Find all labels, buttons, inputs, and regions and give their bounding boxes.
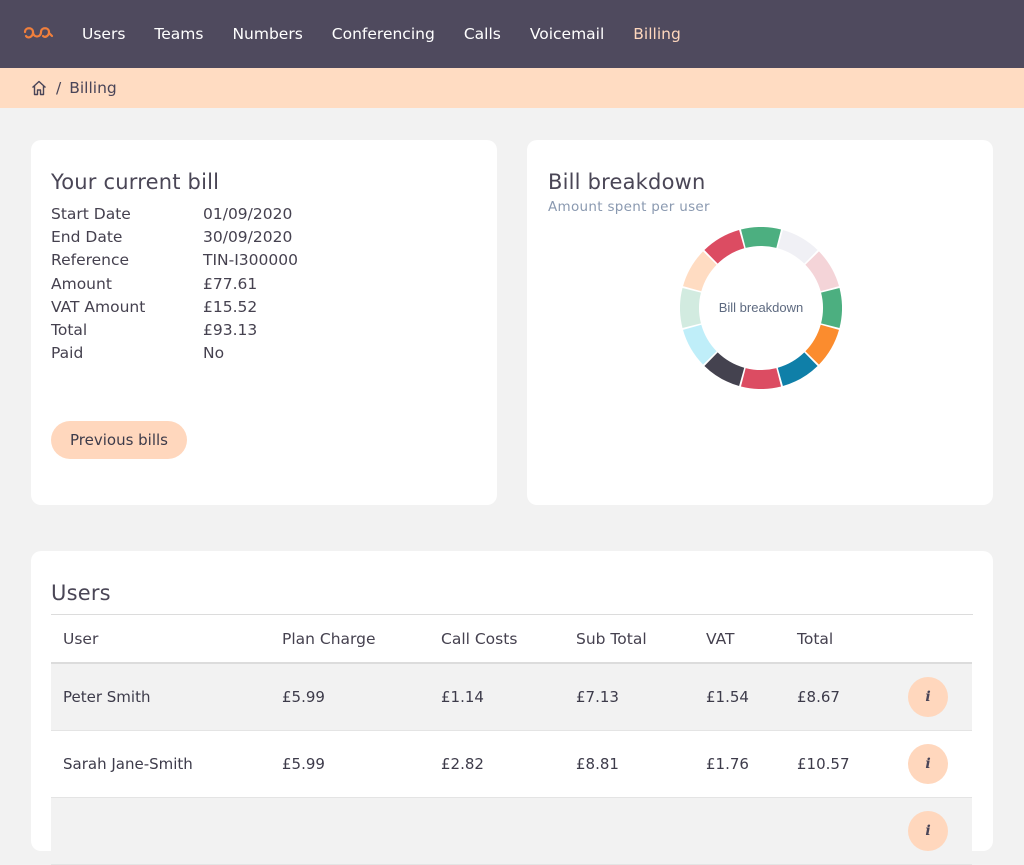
bill-label: Start Date xyxy=(51,205,131,223)
column-header-sub-total: Sub Total xyxy=(564,615,694,664)
cell-total: £10.57 xyxy=(785,730,885,798)
cell-user xyxy=(51,797,270,865)
current-bill-title: Your current bill xyxy=(51,170,220,194)
donut-slice-5[interactable] xyxy=(805,324,839,365)
donut-slice-4[interactable] xyxy=(821,287,842,329)
users-card: Users User Plan Charge Call Costs Sub To… xyxy=(31,551,993,865)
bill-row-reference: Reference TIN-I300000 xyxy=(51,249,477,272)
bill-row-paid: Paid No xyxy=(51,342,477,365)
bill-label: Total xyxy=(51,320,88,339)
cell-actions: i xyxy=(885,663,972,731)
cell-vat xyxy=(694,797,785,865)
previous-bills-button[interactable]: Previous bills xyxy=(51,421,187,459)
bill-row-start-date: Start Date 01/09/2020 xyxy=(51,203,477,226)
info-icon[interactable]: i xyxy=(908,676,948,717)
nav-voicemail[interactable]: Voicemail xyxy=(529,25,605,43)
cell-plan-charge: £5.99 xyxy=(270,730,429,798)
nav-calls[interactable]: Calls xyxy=(463,25,501,43)
bill-value: £77.61 xyxy=(203,274,258,293)
top-navigation: Users Teams Numbers Conferencing Calls V… xyxy=(0,0,1024,68)
current-bill-card: Your current bill Start Date 01/09/2020 E… xyxy=(31,140,497,505)
cell-sub-total: £8.81 xyxy=(564,730,694,798)
bill-value: £93.13 xyxy=(203,320,258,339)
bill-row-end-date: End Date 30/09/2020 xyxy=(51,226,477,249)
donut-center-label: Bill breakdown xyxy=(719,300,804,315)
column-header-vat: VAT xyxy=(694,615,785,664)
cell-plan-charge xyxy=(270,797,429,865)
cell-sub-total xyxy=(564,797,694,865)
donut-slice-2[interactable] xyxy=(777,230,818,264)
users-table: User Plan Charge Call Costs Sub Total VA… xyxy=(51,615,972,865)
bill-breakdown-donut-chart[interactable]: Bill breakdown xyxy=(680,227,842,389)
info-icon[interactable]: i xyxy=(908,743,948,784)
logo-icon xyxy=(23,27,54,39)
cell-plan-charge: £5.99 xyxy=(270,663,429,731)
cell-call-costs xyxy=(429,797,564,865)
bill-label: Reference xyxy=(51,251,130,270)
table-row[interactable]: i xyxy=(51,797,972,865)
breadcrumb-current: Billing xyxy=(69,79,117,97)
bill-label: End Date xyxy=(51,228,123,247)
nav-conferencing[interactable]: Conferencing xyxy=(331,25,435,43)
bill-value: 01/09/2020 xyxy=(203,205,293,223)
bill-row-total: Total £93.13 xyxy=(51,319,477,342)
cell-actions: i xyxy=(885,730,972,798)
cell-total: £8.67 xyxy=(785,663,885,731)
cell-sub-total: £7.13 xyxy=(564,663,694,731)
donut-slice-3[interactable] xyxy=(805,251,839,292)
bill-value: 30/09/2020 xyxy=(203,228,293,247)
bill-details: Start Date 01/09/2020 End Date 30/09/2020 … xyxy=(51,203,477,365)
brand-logo[interactable] xyxy=(22,22,54,46)
column-header-total: Total xyxy=(785,615,885,664)
nav-users[interactable]: Users xyxy=(82,25,126,43)
nav-billing[interactable]: Billing xyxy=(633,25,681,43)
column-header-call-costs: Call Costs xyxy=(429,615,564,664)
donut-slice-11[interactable] xyxy=(683,251,717,292)
table-row[interactable]: Sarah Jane-Smith £5.99 £2.82 £8.81 £1.76… xyxy=(51,730,972,798)
donut-slice-6[interactable] xyxy=(777,352,818,386)
nav-teams[interactable]: Teams xyxy=(154,25,204,43)
breadcrumb-separator: / xyxy=(56,79,62,97)
table-header-row: User Plan Charge Call Costs Sub Total VA… xyxy=(51,615,972,664)
breadcrumb: / Billing xyxy=(0,68,1024,108)
bill-label: Paid xyxy=(51,344,84,363)
home-icon[interactable] xyxy=(30,79,48,97)
bill-value: £15.52 xyxy=(203,297,258,316)
cell-call-costs: £2.82 xyxy=(429,730,564,798)
cell-actions: i xyxy=(885,797,972,865)
donut-slice-7[interactable] xyxy=(740,368,782,389)
table-row[interactable]: Peter Smith £5.99 £1.14 £7.13 £1.54 £8.6… xyxy=(51,663,972,731)
cell-user: Peter Smith xyxy=(51,663,270,731)
donut-slice-1[interactable] xyxy=(740,227,782,248)
bill-label: Amount xyxy=(51,274,112,293)
bill-label: VAT Amount xyxy=(51,297,146,316)
cell-total xyxy=(785,797,885,865)
nav-numbers[interactable]: Numbers xyxy=(232,25,303,43)
bill-breakdown-title: Bill breakdown xyxy=(548,170,706,194)
bill-value: TIN-I300000 xyxy=(203,251,298,270)
bill-row-vat-amount: VAT Amount £15.52 xyxy=(51,296,477,319)
bill-breakdown-card: Bill breakdown Amount spent per user Bil… xyxy=(527,140,993,505)
donut-slice-12[interactable] xyxy=(704,230,745,264)
cell-user: Sarah Jane-Smith xyxy=(51,730,270,798)
donut-slice-8[interactable] xyxy=(704,352,745,386)
bill-value: No xyxy=(203,344,225,363)
column-header-actions xyxy=(885,615,972,664)
users-title: Users xyxy=(51,581,973,615)
cell-vat: £1.54 xyxy=(694,663,785,731)
donut-slice-10[interactable] xyxy=(680,287,701,329)
info-icon[interactable]: i xyxy=(908,810,948,851)
bill-breakdown-subtitle: Amount spent per user xyxy=(548,199,710,215)
cell-vat: £1.76 xyxy=(694,730,785,798)
column-header-plan-charge: Plan Charge xyxy=(270,615,429,664)
cell-call-costs: £1.14 xyxy=(429,663,564,731)
column-header-user: User xyxy=(51,615,270,664)
donut-slice-9[interactable] xyxy=(683,324,717,365)
bill-row-amount: Amount £77.61 xyxy=(51,273,477,296)
